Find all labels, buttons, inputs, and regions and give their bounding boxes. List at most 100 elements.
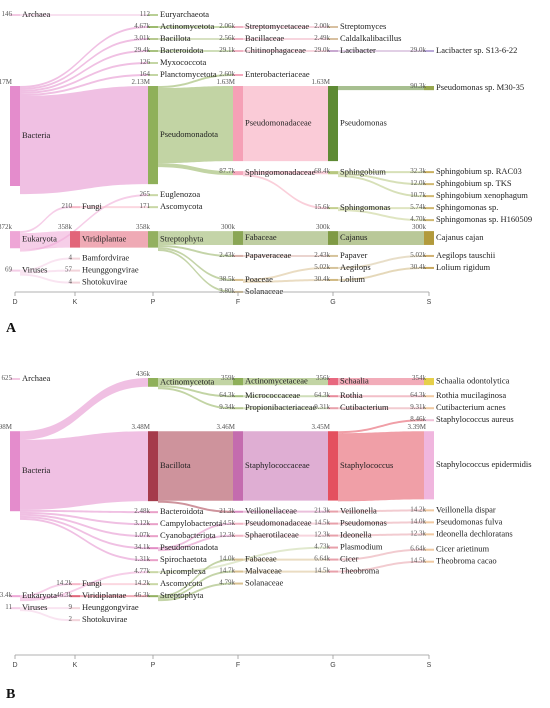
taxon-node xyxy=(328,407,338,410)
flow-link xyxy=(158,244,233,257)
taxon-name: Streptophyta xyxy=(160,590,204,600)
level-label: F xyxy=(236,662,240,669)
flow-link xyxy=(20,26,148,88)
flow-link xyxy=(243,231,328,245)
taxon-node xyxy=(424,407,434,410)
read-count: 164 xyxy=(140,70,151,78)
taxon-node xyxy=(328,378,338,386)
level-label: F xyxy=(236,299,240,306)
taxon-name: Fabaceae xyxy=(245,232,277,242)
read-count: 5.74k xyxy=(410,203,426,211)
flow-link xyxy=(243,534,328,537)
flow-link xyxy=(158,74,233,88)
taxon-name: Cajanus cajan xyxy=(436,232,484,242)
read-count: 21.3k xyxy=(219,507,235,515)
read-count: 29.4k xyxy=(134,46,150,54)
flow-link xyxy=(158,378,233,386)
taxon-node xyxy=(148,74,158,76)
taxon-name: Sphingobium xyxy=(340,167,386,177)
taxon-name: Pseudomonadota xyxy=(160,542,218,552)
flow-link xyxy=(20,38,148,90)
taxon-name: Solanaceae xyxy=(245,286,283,296)
taxon-node xyxy=(233,278,243,281)
flow-link xyxy=(20,206,70,234)
taxon-name: Schaalia xyxy=(340,376,369,386)
read-count: 4.77k xyxy=(134,567,150,575)
level-label: S xyxy=(427,662,432,669)
taxon-node xyxy=(10,378,20,380)
read-count: 5.02k xyxy=(410,251,426,259)
flow-link xyxy=(20,269,70,274)
taxon-name: Lacibacter xyxy=(340,45,376,55)
read-count: 358k xyxy=(136,223,151,231)
taxon-name: Cajanus xyxy=(340,232,367,242)
taxon-node xyxy=(70,619,80,622)
taxon-node xyxy=(148,511,158,514)
read-count: 300k xyxy=(221,223,236,231)
taxon-node xyxy=(424,431,434,500)
read-count: 4 xyxy=(69,254,73,262)
read-count: 1.07k xyxy=(134,531,150,539)
taxon-name: Veillonellaceae xyxy=(245,506,297,516)
flow-link xyxy=(338,50,424,52)
read-count: 12.3k xyxy=(410,529,426,537)
taxon-node xyxy=(148,62,158,64)
read-count: 29.0k xyxy=(410,46,426,54)
read-count: 4.79k xyxy=(219,579,235,587)
flow-link xyxy=(20,513,148,538)
flow-link xyxy=(338,521,424,525)
flow-link xyxy=(243,278,328,283)
taxon-node xyxy=(328,26,338,28)
taxon-node xyxy=(233,74,243,76)
taxon-name: Aegilops xyxy=(340,262,371,272)
flow-link xyxy=(158,570,233,600)
taxon-name: Plasmodium xyxy=(340,542,383,552)
read-count: 2 xyxy=(69,615,73,623)
taxon-node xyxy=(328,395,338,398)
taxon-name: Poaceae xyxy=(245,274,273,284)
taxon-name: Viridiplantae xyxy=(82,590,127,600)
level-label: P xyxy=(151,662,156,669)
taxon-node xyxy=(328,546,338,549)
read-count: 3.12k xyxy=(134,519,150,527)
taxon-name: Pseudomonadota xyxy=(160,129,218,139)
taxon-name: Sphingobium sp. RAC03 xyxy=(436,166,522,176)
taxon-node xyxy=(148,583,158,586)
taxon-name: Pseudomonadaceae xyxy=(245,118,312,128)
flow-link xyxy=(243,522,328,525)
read-count: 64.3k xyxy=(314,391,330,399)
flow-link xyxy=(158,50,233,52)
taxon-node xyxy=(424,195,434,198)
taxon-node xyxy=(148,431,158,502)
taxon-node xyxy=(10,607,20,610)
taxon-name: Rothia mucilaginosa xyxy=(436,390,506,400)
read-count: 2.43k xyxy=(314,251,330,259)
taxon-node xyxy=(233,431,243,501)
taxon-node xyxy=(70,583,80,586)
flow-link xyxy=(20,509,148,514)
read-count: 30.4k xyxy=(410,263,426,271)
taxon-node xyxy=(233,570,243,573)
taxon-node xyxy=(148,571,158,574)
flow-link xyxy=(20,62,148,94)
taxon-name: Sphaerotilaceae xyxy=(245,530,299,540)
taxon-name: Aegilops tauschii xyxy=(436,250,496,260)
read-count: 3.45M xyxy=(312,423,331,431)
taxon-node xyxy=(424,231,434,245)
taxon-node xyxy=(10,231,20,249)
read-count: 356k xyxy=(316,374,331,382)
taxon-node xyxy=(424,266,434,269)
taxon-name: Sphingobium sp. TKS xyxy=(436,178,512,188)
flow-link xyxy=(20,517,148,562)
flow-link xyxy=(338,378,424,386)
read-count: 2.48k xyxy=(134,507,150,515)
taxon-node xyxy=(328,207,338,210)
read-count: 4.67k xyxy=(134,22,150,30)
taxon-node xyxy=(328,50,338,52)
read-count: 34.1k xyxy=(134,543,150,551)
taxon-node xyxy=(233,50,243,52)
read-count: 14.0k xyxy=(219,555,235,563)
read-count: 4.70k xyxy=(410,215,426,223)
read-count: 625 xyxy=(2,374,13,382)
read-count: 265 xyxy=(140,190,151,198)
